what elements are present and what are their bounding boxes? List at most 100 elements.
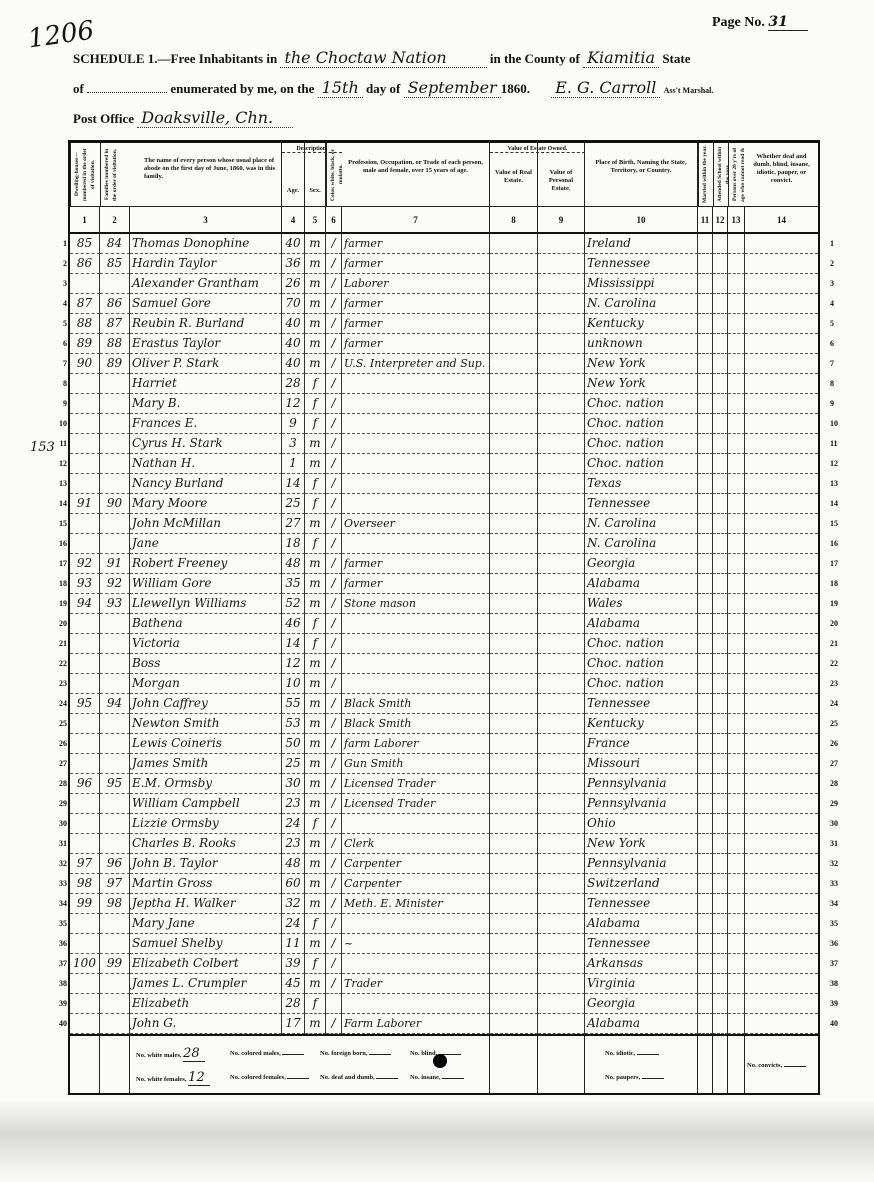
- cannot-read-write: [728, 414, 745, 434]
- page-number-value: 31: [768, 14, 809, 31]
- dwelling-number: [70, 474, 100, 494]
- real-estate-value: [490, 934, 538, 954]
- real-estate-value: [490, 634, 538, 654]
- convicts-label: No. convicts,: [747, 1062, 783, 1069]
- person-name: Robert Freeney: [130, 554, 282, 574]
- real-estate-value: [490, 834, 538, 854]
- line-number-right: 8: [830, 379, 834, 388]
- day-value: 15th: [317, 78, 363, 98]
- person-name: Jeptha H. Walker: [130, 894, 282, 914]
- birthplace: Pennsylvania: [585, 774, 698, 794]
- color: /: [326, 514, 342, 534]
- cannot-read-write: [728, 694, 745, 714]
- family-number: [100, 714, 130, 734]
- personal-estate-value: [538, 894, 585, 914]
- occupation: farmer: [342, 234, 490, 254]
- disability: [745, 634, 818, 654]
- personal-estate-value: [538, 314, 585, 334]
- table-row: Victoria 14 f / Choc. nation: [70, 634, 818, 654]
- dwelling-number: 89: [70, 334, 100, 354]
- line-number-left: 19: [59, 599, 67, 608]
- color: /: [326, 634, 342, 654]
- column-number: 1: [70, 206, 100, 234]
- cannot-read-write: [728, 834, 745, 854]
- personal-estate-value: [538, 234, 585, 254]
- table-row: Bathena 46 f / Alabama: [70, 614, 818, 634]
- line-number-right: 35: [830, 919, 838, 928]
- attended-school: [713, 534, 728, 554]
- insane-label: No. insane,: [410, 1074, 441, 1081]
- birthplace: Choc. nation: [585, 414, 698, 434]
- family-number: [100, 974, 130, 994]
- attended-school: [713, 914, 728, 934]
- birthplace: Alabama: [585, 914, 698, 934]
- line-number-left: 26: [59, 739, 67, 748]
- age: 9: [282, 414, 305, 434]
- occupation: Gun Smith: [342, 754, 490, 774]
- table-row: Mary B. 12 f / Choc. nation: [70, 394, 818, 414]
- column-number: 10: [585, 206, 698, 234]
- colored-females-label: No. colored females,: [230, 1074, 286, 1081]
- sex: m: [305, 314, 326, 334]
- cannot-read-write: [728, 674, 745, 694]
- cannot-read-write: [728, 794, 745, 814]
- dwelling-number: [70, 674, 100, 694]
- cannot-read-write: [728, 994, 745, 1014]
- line-number-left: 38: [59, 979, 67, 988]
- column-number: 7: [342, 206, 490, 234]
- disability: [745, 414, 818, 434]
- scan-edge: [0, 1100, 874, 1182]
- margin-note: 153: [30, 440, 55, 455]
- line-number-right: 32: [830, 859, 838, 868]
- line-number-left: 1: [63, 239, 67, 248]
- dwelling-number: 95: [70, 694, 100, 714]
- birthplace: Switzerland: [585, 874, 698, 894]
- color: /: [326, 234, 342, 254]
- attended-school: [713, 974, 728, 994]
- line-number-left: 12: [59, 459, 67, 468]
- line-number-right: 11: [830, 439, 838, 448]
- real-estate-value: [490, 714, 538, 734]
- personal-estate-value: [538, 714, 585, 734]
- real-estate-value: [490, 954, 538, 974]
- sex: m: [305, 854, 326, 874]
- line-number-right: 17: [830, 559, 838, 568]
- line-number-right: 38: [830, 979, 838, 988]
- cannot-read-write: [728, 254, 745, 274]
- dwelling-number: 87: [70, 294, 100, 314]
- birthplace: Choc. nation: [585, 634, 698, 654]
- cannot-read-write: [728, 454, 745, 474]
- age: 28: [282, 374, 305, 394]
- dwelling-number: [70, 754, 100, 774]
- married-within-year: [698, 554, 713, 574]
- family-number: 84: [100, 234, 130, 254]
- line-number-left: 40: [59, 1019, 67, 1028]
- family-number: [100, 434, 130, 454]
- disability: [745, 974, 818, 994]
- footer-totals: No. white males, 28 No. white females, 1…: [130, 1036, 490, 1093]
- cannot-read-write: [728, 854, 745, 874]
- table-row: Lizzie Ormsby 24 f / Ohio: [70, 814, 818, 834]
- disability: [745, 574, 818, 594]
- married-within-year: [698, 834, 713, 854]
- month-value: September: [403, 78, 501, 98]
- cannot-read-write: [728, 754, 745, 774]
- attended-school: [713, 674, 728, 694]
- occupation: farmer: [342, 254, 490, 274]
- color: /: [326, 754, 342, 774]
- header-age: Age.: [282, 143, 305, 206]
- line-number-left: 37: [59, 959, 67, 968]
- color: /: [326, 314, 342, 334]
- real-estate-value: [490, 734, 538, 754]
- married-within-year: [698, 514, 713, 534]
- table-row: 100 99 Elizabeth Colbert 39 f / Arkansas: [70, 954, 818, 974]
- line-number-left: 13: [59, 479, 67, 488]
- line-number-left: 34: [59, 899, 67, 908]
- married-within-year: [698, 394, 713, 414]
- cannot-read-write: [728, 474, 745, 494]
- line-number-right: 3: [830, 279, 834, 288]
- married-within-year: [698, 714, 713, 734]
- person-name: Nancy Burland: [130, 474, 282, 494]
- birthplace: N. Carolina: [585, 534, 698, 554]
- cannot-read-write: [728, 814, 745, 834]
